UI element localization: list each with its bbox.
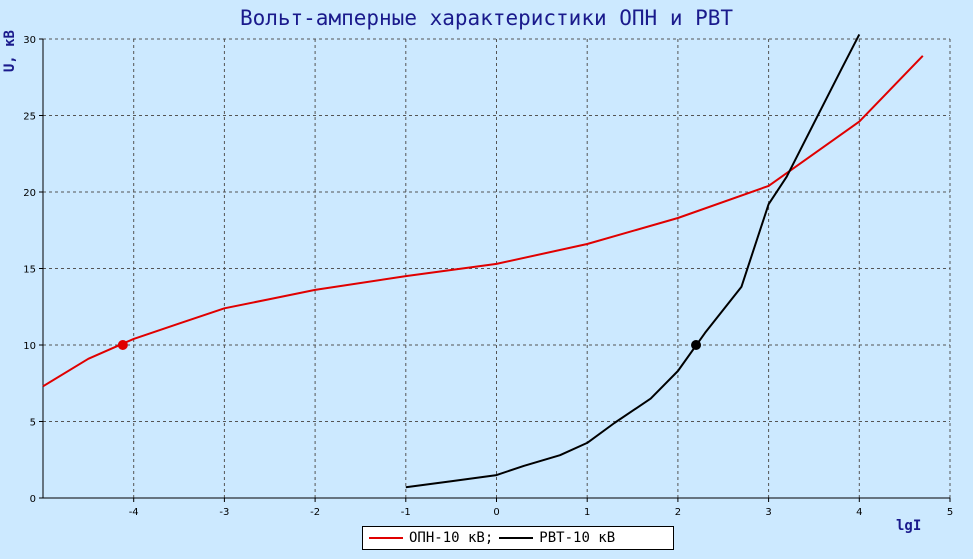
x-tick-label: 5 [947,507,953,518]
series-marker-1 [691,340,702,350]
x-tick-label: 4 [856,507,862,518]
x-tick-label: 2 [675,507,681,518]
legend-label-rvt: РВТ-10 кВ [539,530,616,546]
legend: ОПН-10 кВ; РВТ-10 кВ [362,526,674,550]
x-tick-label: 3 [765,507,771,518]
series-marker-0 [117,340,128,350]
y-tick-label: 30 [23,35,36,46]
legend-entry-rvt: РВТ-10 кВ [499,530,615,546]
y-tick-label: 0 [30,494,36,505]
y-tick-label: 15 [23,265,36,276]
x-tick-label: -3 [219,507,229,518]
x-tick-label: -4 [129,507,139,518]
y-tick-label: 5 [30,418,36,429]
y-tick-label: 20 [23,188,36,199]
x-tick-label: -1 [401,507,411,518]
legend-swatch-opn [369,537,403,539]
legend-entry-opn: ОПН-10 кВ; [369,530,493,546]
y-tick-label: 25 [23,112,36,123]
x-tick-label: 1 [584,507,590,518]
y-tick-label: 10 [23,341,36,352]
series-line-0 [42,55,924,388]
chart-title: Вольт-амперные характеристики ОПН и РВТ [239,6,734,30]
x-axis-label: lgI [896,518,922,534]
legend-label-opn: ОПН-10 кВ; [409,530,494,546]
x-tick-label: -2 [310,507,320,518]
series-line-1 [405,33,861,489]
legend-swatch-rvt [499,537,534,539]
x-tick-label: 0 [493,507,499,518]
